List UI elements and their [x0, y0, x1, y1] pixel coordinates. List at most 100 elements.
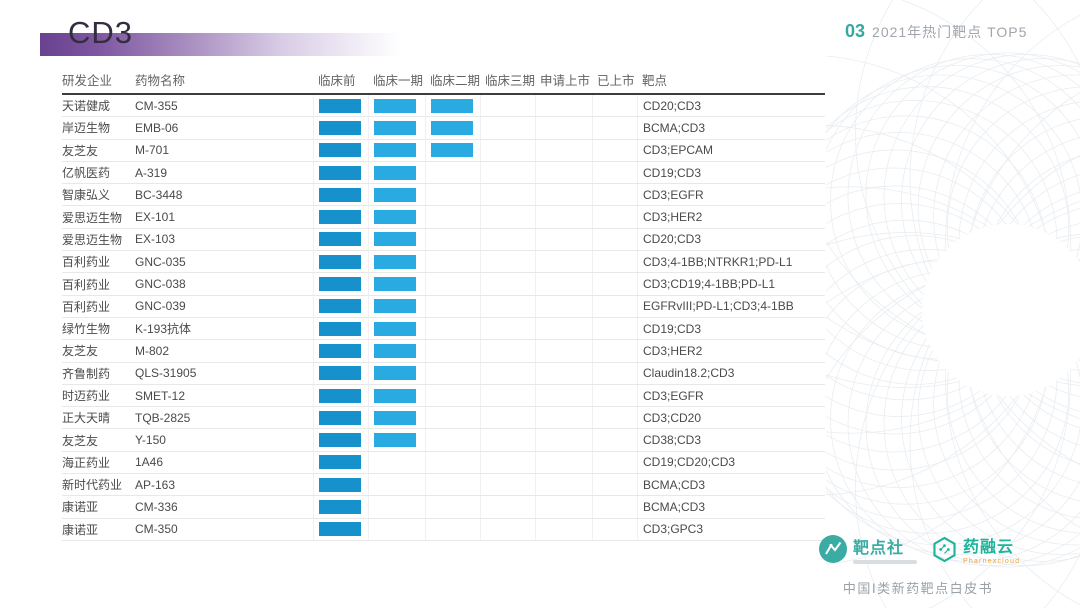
- stage-cell-临床一期: [368, 317, 425, 340]
- target-cell: BCMA;CD3: [637, 496, 825, 518]
- stage-cell-临床二期: [425, 273, 480, 295]
- footer-caption: 中国Ⅰ类新药靶点白皮书: [842, 581, 994, 596]
- company-cell: 百利药业: [62, 255, 111, 270]
- logo-row: 靶点社 药融云 Pharnexcloud: [818, 534, 1020, 569]
- stage-cell-申请上市: [535, 407, 592, 429]
- company-cell: 友芝友: [62, 344, 99, 359]
- table-row: 时迈药业 SMET-12 CD3;EGFR: [62, 384, 825, 408]
- badianshe-circle-icon: [818, 534, 848, 569]
- drug-cell: SMET-12: [135, 388, 186, 403]
- stage-cell-临床三期: [480, 251, 535, 273]
- stage-cell-已上市: [592, 251, 637, 273]
- stage-bar: [374, 232, 416, 247]
- stage-cell-临床前: [313, 407, 368, 429]
- drug-cell: M-701: [135, 143, 170, 158]
- drug-cell: BC-3448: [135, 187, 183, 202]
- target-cell: CD20;CD3: [637, 228, 825, 251]
- stage-cell-申请上市: [535, 474, 592, 496]
- stage-cell-临床三期: [480, 474, 535, 496]
- stage-cell-临床三期: [480, 228, 535, 251]
- stage-cell-申请上市: [535, 228, 592, 251]
- stage-bar: [319, 232, 361, 247]
- stage-cell-申请上市: [535, 496, 592, 518]
- stage-bar: [374, 299, 416, 314]
- stage-bar: [374, 388, 416, 403]
- stage-cell-临床二期: [425, 474, 480, 496]
- drug-cell: CM-336: [135, 499, 178, 514]
- stage-cell-临床一期: [368, 161, 425, 184]
- stage-cell-临床一期: [368, 184, 425, 206]
- target-cell: BCMA;CD3: [637, 117, 825, 139]
- stage-bar: [374, 343, 416, 358]
- company-cell: 友芝友: [62, 433, 99, 448]
- drug-cell: EX-103: [135, 232, 176, 247]
- target-cell: CD3;EGFR: [637, 184, 825, 206]
- drug-cell: QLS-31905: [135, 366, 197, 381]
- stage-cell-临床二期: [425, 518, 480, 540]
- stage-cell-申请上市: [535, 184, 592, 206]
- stage-cell-临床三期: [480, 184, 535, 206]
- yaorongyun-logo: 药融云 Pharnexcloud: [931, 536, 1020, 568]
- stage-cell-临床二期: [425, 184, 480, 206]
- stage-cell-已上市: [592, 295, 637, 317]
- target-cell: BCMA;CD3: [637, 474, 825, 496]
- drug-cell: AP-163: [135, 477, 176, 492]
- stage-bar: [319, 277, 361, 292]
- stage-cell-临床二期: [425, 295, 480, 317]
- drug-cell: GNC-035: [135, 254, 186, 269]
- table-row: 百利药业 GNC-035 CD3;4-1BB;NTRKR1;PD-L1: [62, 251, 825, 274]
- stage-cell-临床前: [313, 95, 368, 117]
- stage-cell-临床三期: [480, 273, 535, 295]
- stage-bar: [374, 321, 416, 336]
- stage-cell-申请上市: [535, 362, 592, 384]
- stage-cell-临床一期: [368, 451, 425, 474]
- stage-cell-临床前: [313, 496, 368, 518]
- company-cell: 亿帆医药: [62, 166, 111, 181]
- stage-bar: [374, 366, 416, 381]
- stage-cell-已上市: [592, 139, 637, 161]
- stage-cell-已上市: [592, 407, 637, 429]
- stage-cell-临床二期: [425, 407, 480, 429]
- stage-cell-申请上市: [535, 295, 592, 317]
- table-row: 百利药业 GNC-038 CD3;CD19;4-1BB;PD-L1: [62, 273, 825, 296]
- stage-cell-申请上市: [535, 518, 592, 540]
- stage-cell-临床三期: [480, 95, 535, 117]
- stage-bar: [374, 187, 416, 202]
- badianshe-logo: 靶点社: [818, 534, 917, 569]
- drug-cell: CM-355: [135, 98, 178, 113]
- company-cell: 岸迈生物: [62, 121, 111, 136]
- stage-cell-临床一期: [368, 518, 425, 540]
- stage-cell-临床前: [313, 228, 368, 251]
- stage-cell-临床前: [313, 273, 368, 295]
- company-cell: 康诺亚: [62, 500, 99, 515]
- stage-cell-申请上市: [535, 340, 592, 362]
- target-cell: CD19;CD3: [637, 317, 825, 340]
- page-title: CD3: [68, 15, 134, 50]
- stage-cell-临床二期: [425, 384, 480, 407]
- stage-cell-临床一期: [368, 295, 425, 317]
- drug-cell: K-193抗体: [135, 322, 192, 337]
- title-accent-bar: [40, 33, 432, 56]
- stage-bar: [319, 321, 361, 336]
- stage-cell-临床三期: [480, 407, 535, 429]
- stage-cell-临床前: [313, 451, 368, 474]
- column-header-3: 临床前: [318, 74, 356, 88]
- company-cell: 绿竹生物: [62, 322, 111, 337]
- stage-cell-已上市: [592, 340, 637, 362]
- table-row: 亿帆医药 A-319 CD19;CD3: [62, 161, 825, 185]
- stage-cell-临床二期: [425, 317, 480, 340]
- stage-bar: [319, 254, 361, 269]
- stage-bar: [374, 254, 416, 269]
- stage-bar: [319, 143, 361, 158]
- yaorongyun-hexagon-icon: [931, 536, 958, 568]
- column-header-5: 临床二期: [430, 74, 481, 88]
- stage-bar: [374, 433, 416, 448]
- drug-cell: GNC-038: [135, 277, 186, 292]
- stage-cell-临床二期: [425, 139, 480, 161]
- stage-cell-临床前: [313, 362, 368, 384]
- stage-bar: [431, 143, 473, 158]
- section-label: 2021年热门靶点 TOP5: [872, 24, 1028, 40]
- stage-bar: [374, 410, 416, 425]
- stage-bar: [319, 187, 361, 202]
